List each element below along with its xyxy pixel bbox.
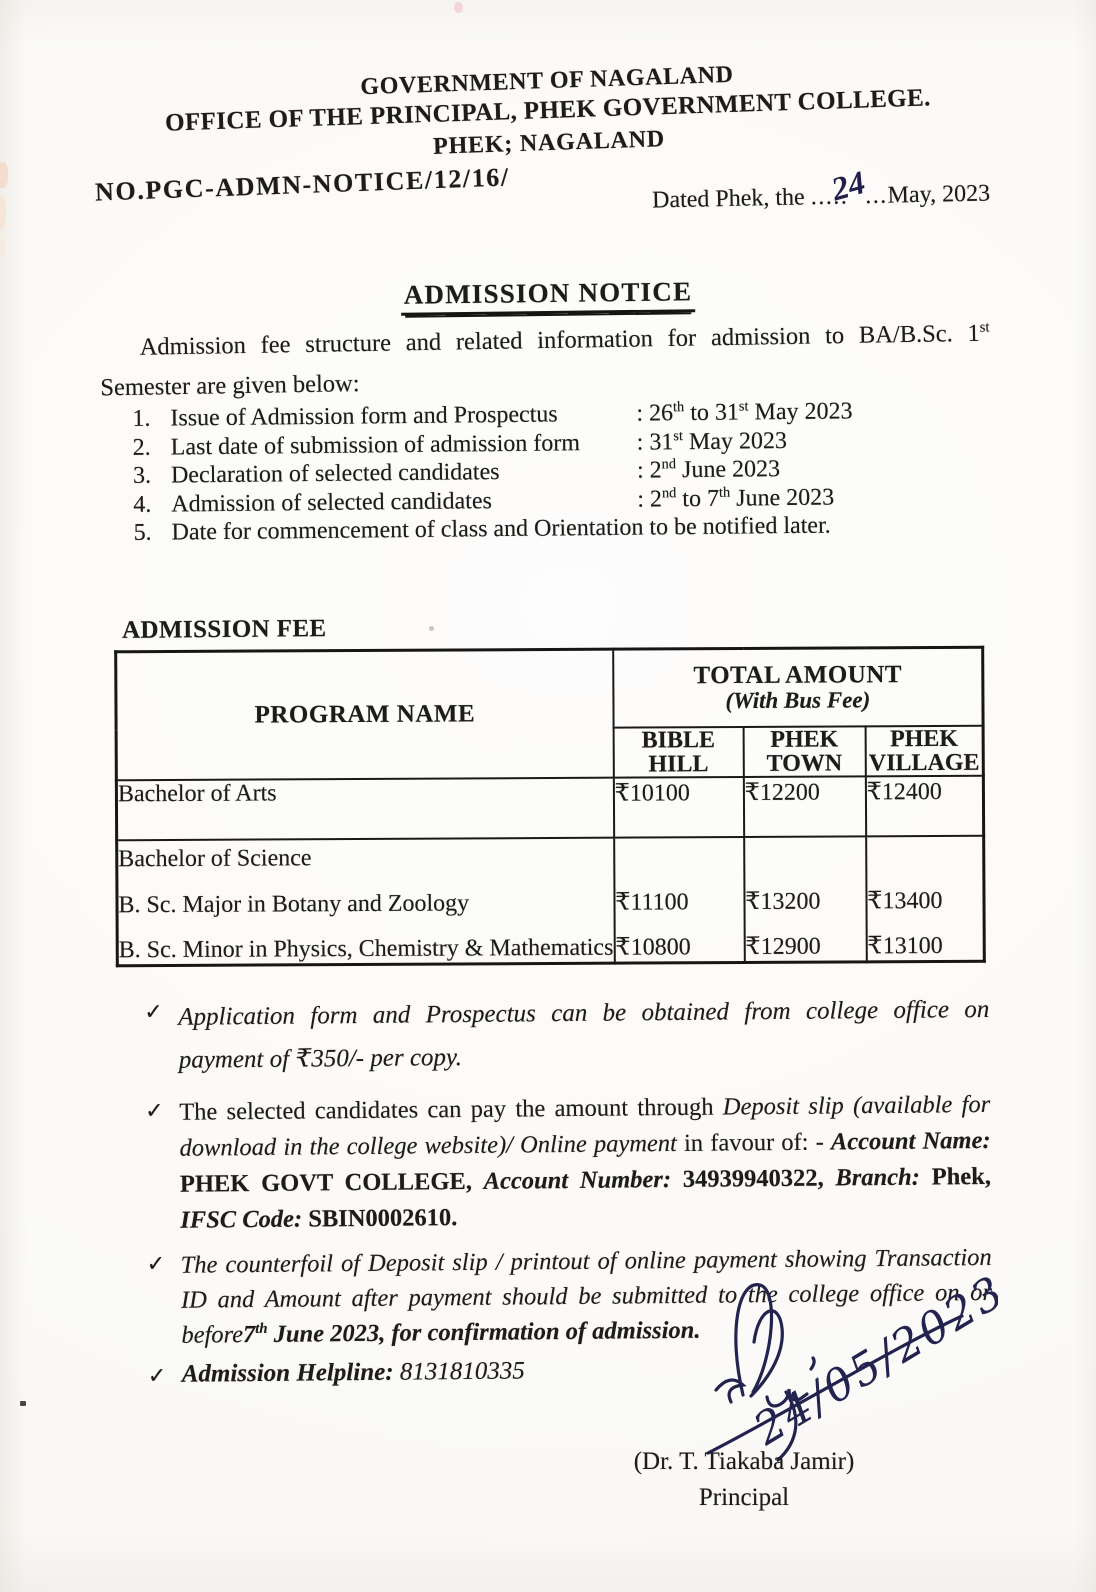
signature-scribble: 24/05/2023 [706, 1270, 998, 1462]
scan-speck [429, 626, 434, 631]
note-item: ✓ The selected candidates can pay the am… [145, 1087, 991, 1239]
date-suffix: May, 2023 [887, 180, 991, 209]
amount-cell: ₹12400 [865, 775, 984, 837]
minor-amount: ₹12900 [745, 933, 821, 960]
item-value: : 26th to 31st May 2023 [636, 398, 853, 427]
item-number: 1. [132, 405, 151, 432]
fee-row-arts: Bachelor of Arts ₹10100 ₹12200 ₹12400 [116, 775, 984, 841]
letterhead: GOVERNMENT OF NAGALAND OFFICE OF THE PRI… [0, 50, 1096, 175]
amount-cell: ₹10100 [613, 776, 744, 838]
checkmark-icon: ✓ [144, 998, 163, 1025]
item-label: Date for commencement of class and Orien… [171, 512, 831, 546]
checkmark-icon: ✓ [147, 1362, 167, 1389]
major-amount: ₹13400 [867, 887, 943, 915]
scan-smudge [0, 196, 6, 230]
program-name-header: PROGRAM NAME [115, 649, 614, 781]
checkmark-icon: ✓ [145, 1097, 164, 1124]
signature-handwritten-date: 24/05/2023 [745, 1270, 998, 1456]
fee-row-science: Bachelor of Science B. Sc. Major in Bota… [116, 835, 985, 966]
item-number: 5. [133, 519, 152, 546]
amount-cell: ₹11100 ₹10800 [613, 836, 745, 964]
admission-fee-heading: ADMISSION FEE [121, 615, 327, 644]
item-number: 2. [132, 434, 151, 461]
location-header-phek-village: PHEK VILLAGE [865, 725, 984, 777]
minor-amount: ₹13100 [867, 932, 943, 960]
item-value: : 2nd to 7th June 2023 [637, 484, 835, 513]
total-amount-header: TOTAL AMOUNT (With Bus Fee) [612, 647, 984, 728]
signatory-name: (Dr. T. Tiakaba Jamir) [633, 1448, 855, 1475]
amount-cell: ₹13400 ₹13100 [865, 835, 985, 962]
science-minor-program: B. Sc. Minor in Physics, Chemistry & Mat… [118, 934, 614, 964]
location-header-bible-hill: BIBLE HILL [613, 726, 744, 778]
item-number: 3. [132, 462, 152, 489]
note-text: The selected candidates can pay the amou… [179, 1090, 992, 1234]
note-item: ✓ Application form and Prospectus can be… [144, 988, 990, 1082]
date-prefix: Dated Phek, the [651, 184, 811, 214]
fee-table-header-row: PROGRAM NAME TOTAL AMOUNT (With Bus Fee) [115, 647, 984, 781]
item-value: : 31st May 2023 [636, 427, 788, 456]
checkmark-icon: ✓ [146, 1250, 166, 1277]
item-number: 4. [133, 491, 152, 518]
bus-fee-subheader: (With Bus Fee) [725, 687, 871, 714]
intro-paragraph: Admission fee structure and related info… [100, 319, 990, 402]
amount-cell: ₹13200 ₹12900 [743, 836, 867, 963]
program-cell: Bachelor of Arts [116, 777, 614, 841]
amount-cell: ₹12200 [743, 776, 866, 837]
science-group-label: Bachelor of Science [118, 845, 312, 873]
scan-speck [20, 1401, 26, 1406]
scan-speck [454, 2, 463, 13]
major-amount: ₹13200 [745, 888, 821, 915]
fee-table: PROGRAM NAME TOTAL AMOUNT (With Bus Fee)… [114, 645, 986, 968]
scan-smudge [0, 236, 5, 258]
schedule-list: 1. Issue of Admission form and Prospectu… [132, 397, 878, 547]
note-text: Application form and Prospectus can be o… [178, 995, 990, 1074]
date-line: Dated Phek, the .....24...May, 2023 [651, 165, 991, 216]
signatory-role: Principal [698, 1484, 790, 1511]
notice-title-row: ADMISSION NOTICE [0, 271, 1096, 320]
location-header-phek-town: PHEK TOWN [743, 726, 866, 777]
program-cell: Bachelor of Science B. Sc. Major in Bota… [116, 837, 615, 966]
item-value: : 2nd June 2023 [636, 456, 781, 484]
science-major-program: B. Sc. Major in Botany and Zoology [118, 890, 470, 919]
minor-amount: ₹10800 [615, 934, 691, 961]
major-amount: ₹11100 [615, 889, 689, 916]
item-value [831, 511, 879, 540]
notice-title: ADMISSION NOTICE [400, 276, 696, 316]
